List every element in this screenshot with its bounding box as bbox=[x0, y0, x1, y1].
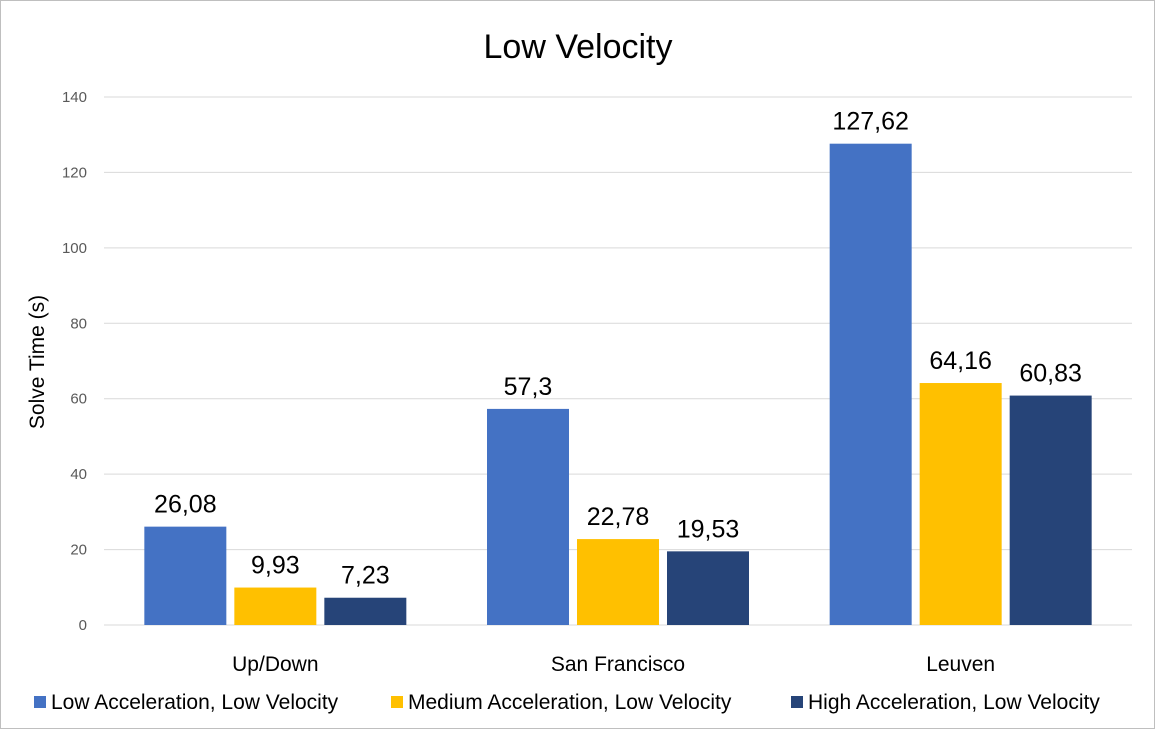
legend: Low Acceleration, Low Velocity Medium Acc… bbox=[34, 691, 1100, 714]
legend-label: High Acceleration, Low Velocity bbox=[808, 691, 1100, 714]
y-tick-label: 40 bbox=[70, 466, 87, 483]
y-tick-label: 120 bbox=[62, 164, 87, 181]
legend-swatch bbox=[34, 696, 46, 708]
y-tick-label: 80 bbox=[70, 315, 87, 332]
bar bbox=[919, 383, 1002, 625]
data-label: 127,62 bbox=[832, 108, 908, 136]
x-axis-categories: Up/Down San Francisco Leuven bbox=[232, 653, 995, 676]
x-category-label: Leuven bbox=[926, 653, 995, 676]
bar bbox=[487, 408, 569, 625]
bar bbox=[234, 587, 317, 625]
bar bbox=[667, 551, 749, 625]
data-label: 9,93 bbox=[251, 552, 300, 580]
data-label: 60,83 bbox=[1019, 360, 1082, 388]
data-label: 26,08 bbox=[154, 491, 217, 519]
bar bbox=[577, 539, 659, 625]
bar bbox=[144, 526, 227, 625]
y-axis-title: Solve Time (s) bbox=[26, 295, 49, 429]
y-tick-label: 60 bbox=[70, 391, 87, 408]
legend-swatch bbox=[391, 696, 403, 708]
chart-title: Low Velocity bbox=[484, 28, 673, 66]
data-labels: 26,08 9,93 7,23 57,3 22,78 19,53 127,62 64,16 60… bbox=[154, 108, 1082, 590]
y-axis-ticks: 0 20 40 60 80 100 120 140 bbox=[62, 89, 87, 634]
bars bbox=[144, 143, 1092, 625]
y-tick-label: 0 bbox=[79, 617, 87, 634]
x-category-label: Up/Down bbox=[232, 653, 318, 676]
legend-swatch bbox=[791, 696, 803, 708]
data-label: 19,53 bbox=[677, 515, 740, 543]
data-label: 22,78 bbox=[587, 503, 650, 531]
data-label: 7,23 bbox=[341, 562, 390, 590]
legend-label: Medium Acceleration, Low Velocity bbox=[408, 691, 732, 714]
y-tick-label: 140 bbox=[62, 89, 87, 106]
bar bbox=[829, 143, 912, 625]
data-label: 57,3 bbox=[504, 373, 553, 401]
data-label: 64,16 bbox=[929, 347, 992, 375]
y-tick-label: 100 bbox=[62, 240, 87, 257]
legend-label: Low Acceleration, Low Velocity bbox=[51, 691, 339, 714]
y-tick-label: 20 bbox=[70, 542, 87, 559]
x-category-label: San Francisco bbox=[551, 653, 685, 676]
bar bbox=[324, 597, 407, 625]
bar bbox=[1009, 395, 1092, 625]
